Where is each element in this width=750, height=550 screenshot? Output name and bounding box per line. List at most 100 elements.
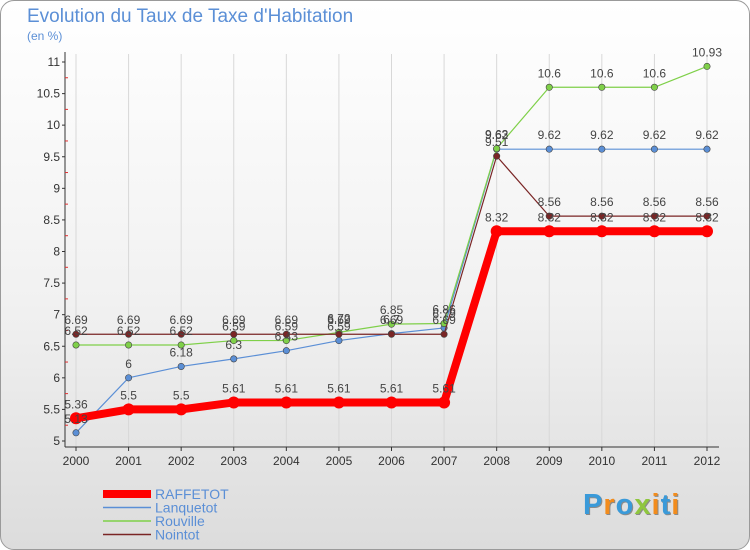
data-label: 6.69 <box>169 313 193 327</box>
series-nointot <box>72 152 711 338</box>
data-point <box>72 341 80 349</box>
data-point <box>387 320 395 328</box>
data-point <box>125 330 133 338</box>
data-point <box>703 145 711 153</box>
data-label: 10.93 <box>692 45 722 59</box>
data-label: 9.63 <box>485 128 509 142</box>
y-tick-label: 10.5 <box>37 87 61 101</box>
data-point <box>650 212 658 220</box>
data-point <box>385 396 398 409</box>
data-point <box>70 412 82 425</box>
data-point <box>227 396 240 409</box>
data-labels-raffetot: 5.36 5.5 5.5 5.61 5.61 5.61 5.61 5.61 8.32 8.32 8.… <box>64 210 719 411</box>
data-point <box>438 396 451 409</box>
x-tick-label: 2010 <box>588 454 615 468</box>
data-label: 5.61 <box>275 381 299 395</box>
data-point <box>493 145 501 153</box>
data-point <box>72 330 80 338</box>
data-label: 6.69 <box>432 313 456 327</box>
data-label: 8.56 <box>538 195 562 209</box>
data-point <box>177 330 185 338</box>
x-tick-label: 2001 <box>115 454 142 468</box>
data-point <box>122 403 135 416</box>
data-label: 8.32 <box>695 210 719 224</box>
data-label: 6.59 <box>327 320 351 334</box>
data-label: 10.6 <box>643 66 667 80</box>
data-label: 8.32 <box>590 210 614 224</box>
x-tick-label: 2003 <box>220 454 247 468</box>
data-label: 5.36 <box>64 397 88 411</box>
x-tick-label: 2006 <box>378 454 405 468</box>
data-label: 9.62 <box>643 128 667 142</box>
data-point <box>543 225 556 238</box>
x-tick-label: 2009 <box>536 454 563 468</box>
data-point <box>387 330 395 338</box>
data-point <box>230 330 238 338</box>
data-point <box>545 212 553 220</box>
data-label: 5.5 <box>120 388 137 402</box>
data-point <box>650 145 658 153</box>
data-label: 6.79 <box>432 307 456 321</box>
y-tick-label: 10 <box>47 118 61 132</box>
data-label: 6.7 <box>383 313 400 327</box>
data-label: 9.62 <box>590 128 614 142</box>
data-point <box>703 212 711 220</box>
data-label: 8.32 <box>538 210 562 224</box>
data-label: 10.6 <box>538 66 562 80</box>
data-label: 9.62 <box>485 128 509 142</box>
y-tick-label: 6 <box>53 371 60 385</box>
x-tick-label: 2005 <box>326 454 353 468</box>
data-point <box>598 83 606 91</box>
y-tick-label: 6.5 <box>43 339 60 353</box>
logo-letter: t <box>660 489 672 521</box>
data-point <box>177 362 185 370</box>
data-label: 6.69 <box>117 313 141 327</box>
y-tick-label: 8.5 <box>43 213 60 227</box>
data-point <box>595 225 608 238</box>
logo-letter: i <box>671 489 681 521</box>
data-labels-nointot: 6.69 6.69 6.69 6.69 6.69 6.69 6.69 6.69 9.51 8.56… <box>64 135 719 327</box>
legend-label: Lanquetot <box>155 500 217 516</box>
data-label: 6.59 <box>222 320 246 334</box>
series-rouville <box>72 62 711 349</box>
data-label: 9.62 <box>538 128 562 142</box>
data-label: 6 <box>125 357 132 371</box>
data-label: 5.61 <box>327 381 351 395</box>
data-point <box>598 145 606 153</box>
y-tick-label: 5.5 <box>43 402 60 416</box>
data-label: 6.86 <box>432 303 456 317</box>
data-label: 6.18 <box>169 345 193 359</box>
grid <box>75 54 708 447</box>
data-point <box>175 403 188 416</box>
data-label: 6.69 <box>275 313 299 327</box>
data-point <box>125 374 133 382</box>
data-label: 6.52 <box>117 324 141 338</box>
data-point <box>440 330 448 338</box>
data-point <box>280 396 293 409</box>
proxiti-logo: Proxiti <box>583 489 680 522</box>
y-tick-label: 9 <box>53 181 60 195</box>
data-label: 8.32 <box>643 210 667 224</box>
data-label: 5.5 <box>173 388 190 402</box>
data-label: 8.56 <box>695 195 719 209</box>
data-point <box>545 83 553 91</box>
data-label: 6.85 <box>380 303 404 317</box>
data-label: 6.72 <box>327 311 351 325</box>
logo-letter: i <box>651 489 661 521</box>
y-tick-label: 5 <box>53 434 60 448</box>
data-label: 6.69 <box>380 313 404 327</box>
logo-letter: r <box>603 489 616 521</box>
data-point <box>703 62 711 70</box>
data-label: 6.69 <box>327 313 351 327</box>
data-point <box>545 145 553 153</box>
y-tick-label: 9.5 <box>43 150 60 164</box>
data-point <box>335 330 343 338</box>
y-tick-label: 11 <box>48 55 61 69</box>
data-label: 9.51 <box>485 135 509 149</box>
legend-label: Rouville <box>155 513 205 529</box>
data-point <box>598 212 606 220</box>
data-point <box>282 347 290 355</box>
data-label: 6.52 <box>169 324 193 338</box>
